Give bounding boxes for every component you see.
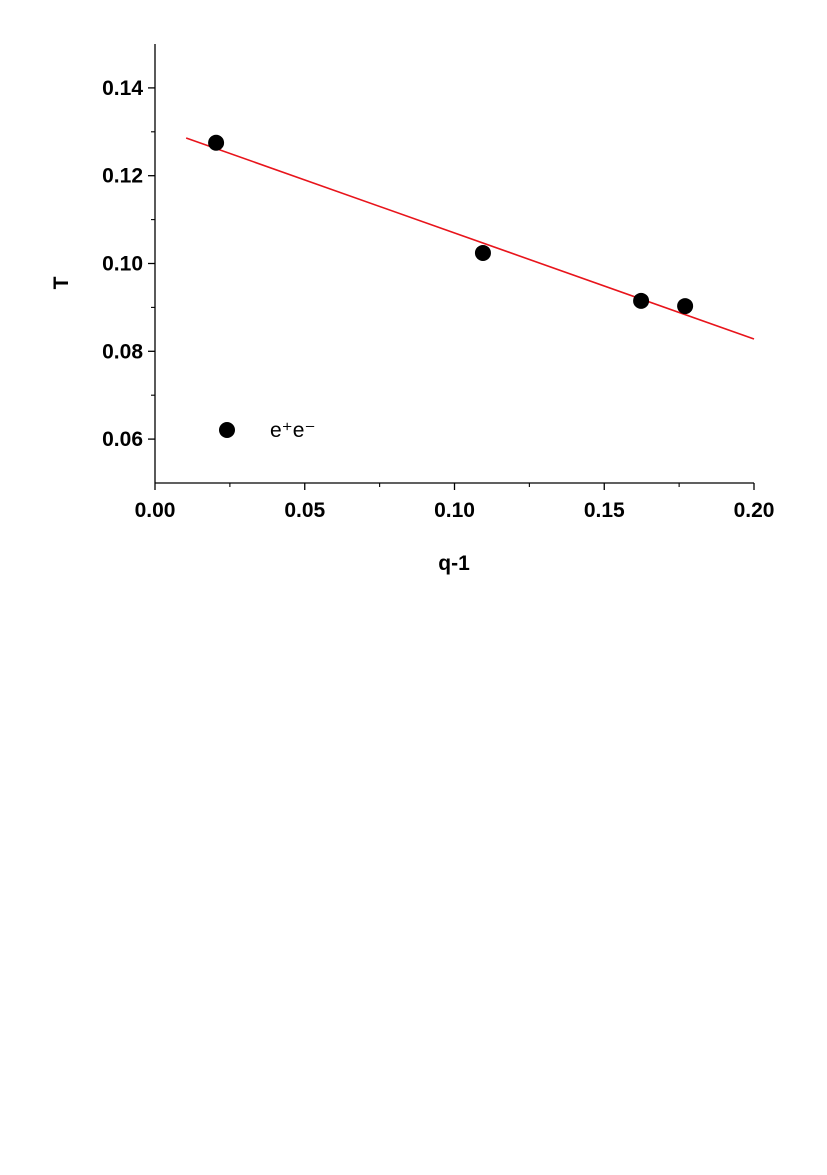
y-tick-label: 0.10 [102,253,143,276]
fit-line [185,137,755,340]
point [208,134,225,151]
y-axis-label: T [50,276,73,289]
y-tick-label: 0.14 [102,77,143,100]
x-axis-label: q-1 [438,552,470,575]
y-tick-label: 0.08 [102,340,143,363]
legend-marker [219,422,235,438]
x-tick-label: 0.00 [135,499,176,522]
point [677,298,694,315]
point [474,244,491,261]
y-tick-label: 0.06 [102,428,143,451]
x-tick-label: 0.15 [584,499,625,522]
x-tick-label: 0.20 [734,499,775,522]
y-tick-label: 0.12 [102,165,143,188]
x-tick-label: 0.05 [284,499,325,522]
point [633,292,650,309]
legend-label: e⁺e⁻ [270,419,316,442]
x-tick-label: 0.10 [434,499,475,522]
